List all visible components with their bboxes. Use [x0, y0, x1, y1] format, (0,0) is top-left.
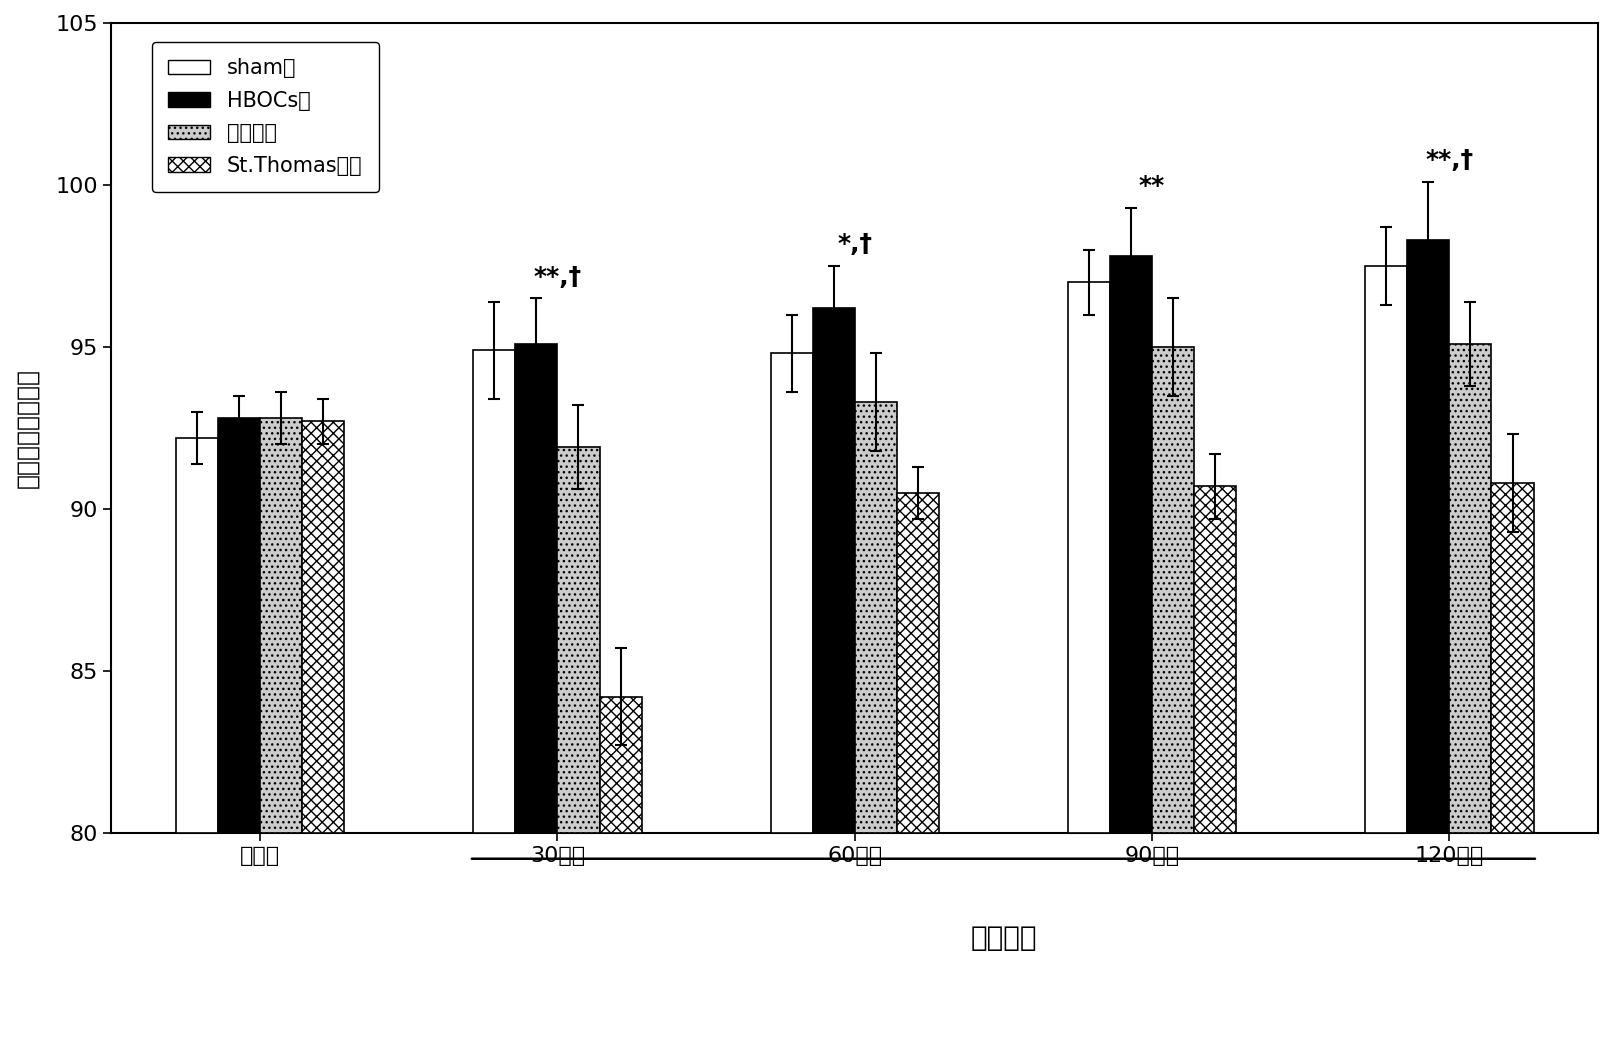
Bar	[600, 696, 642, 832]
Bar	[897, 493, 939, 832]
Bar	[855, 402, 897, 832]
Legend: sham组, HBOCs组, 自体血组, St.Thomas液组: sham组, HBOCs组, 自体血组, St.Thomas液组	[152, 42, 379, 192]
Bar	[1068, 282, 1110, 832]
Bar	[1110, 256, 1152, 832]
Bar	[473, 350, 515, 832]
Bar	[1450, 344, 1492, 832]
Bar	[218, 418, 260, 832]
Text: **,†: **,†	[534, 265, 582, 289]
Y-axis label: 心脏耗氧量（％）: 心脏耗氧量（％）	[15, 367, 39, 488]
Bar	[771, 353, 813, 832]
Text: 复灸时间: 复灸时间	[969, 924, 1037, 952]
Bar	[813, 308, 855, 832]
Bar	[176, 438, 218, 832]
Bar	[260, 418, 302, 832]
Bar	[515, 344, 558, 832]
Bar	[302, 421, 344, 832]
Bar	[1492, 483, 1534, 832]
Text: **,†: **,†	[1426, 148, 1473, 172]
Bar	[1152, 347, 1194, 832]
Bar	[1407, 240, 1450, 832]
Bar	[1194, 486, 1236, 832]
Bar	[558, 447, 600, 832]
Bar	[1365, 266, 1407, 832]
Text: **: **	[1139, 174, 1165, 198]
Text: *,†: *,†	[837, 233, 873, 256]
